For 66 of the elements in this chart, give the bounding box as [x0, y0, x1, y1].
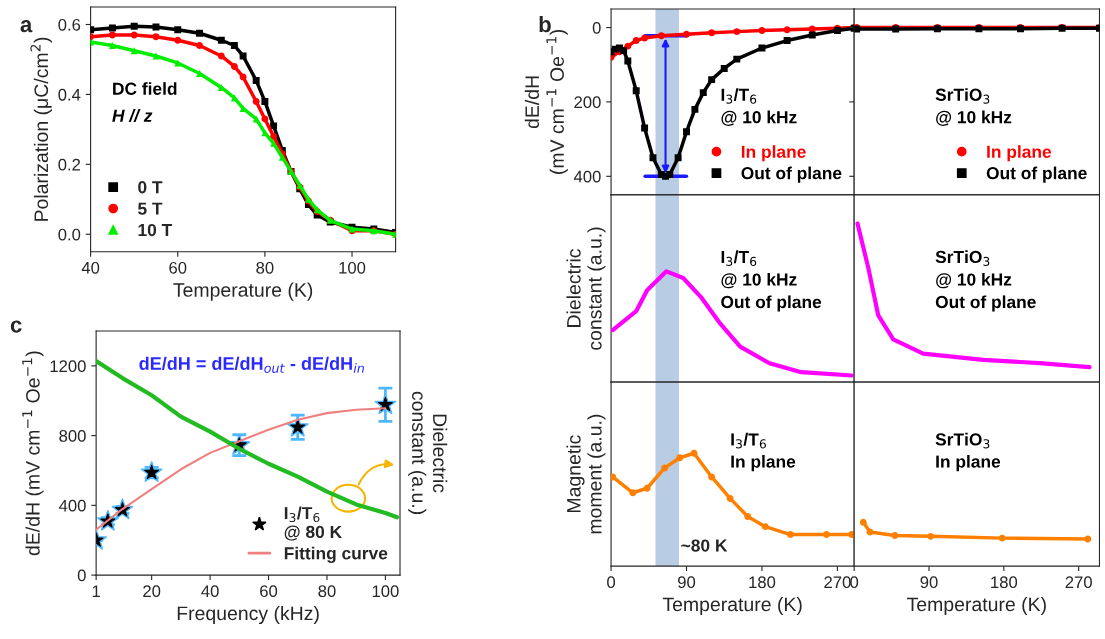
x-axis-title: Temperature (K) — [662, 596, 802, 616]
x-tick-label: 90 — [678, 576, 696, 589]
legend-label: Out of plane — [986, 166, 1087, 183]
legend-label: Out of plane — [741, 166, 842, 183]
x-tick-label: 100 — [372, 585, 399, 598]
y-tick-label: 200 — [574, 96, 601, 109]
y2-axis-title: Dielectric constant (a.u.) — [408, 391, 448, 514]
legend-label: 10 T — [138, 223, 173, 237]
annotation: DC field — [113, 82, 177, 95]
annotation: In plane — [731, 455, 796, 472]
annotation: dE/dH = dE/dH$_{out}$ - dE/dH$_{in}$ — [139, 356, 364, 373]
y-axis-title: Magnetic moment (a.u.) — [566, 414, 606, 534]
annotation: @ 10 kHz — [936, 110, 1012, 126]
text: c — [10, 320, 22, 333]
y-axis-title: dE/dH (mV cm$^{−1}$ Oe$^{−1}$) — [22, 351, 44, 556]
y-tick-label: 0 — [592, 21, 601, 34]
annotation: @ 10 kHz — [721, 110, 797, 126]
text: I$_{3}$/T$_{6}$ — [721, 250, 757, 266]
x-tick-label: 180 — [991, 576, 1018, 589]
y-tick-label: 0.4 — [58, 88, 81, 101]
x-tick-label: 180 — [749, 576, 776, 589]
x-tick-label: 40 — [81, 261, 100, 274]
y-tick-label: 400 — [573, 170, 601, 183]
x-tick-label: 90 — [920, 576, 938, 589]
legend-label: In plane — [987, 145, 1052, 162]
legend-label: In plane — [741, 145, 806, 162]
text: SrTiO$_{3}$ — [935, 432, 990, 449]
legend-label: Fitting curve — [284, 546, 388, 563]
annotation: Out of plane — [935, 295, 1036, 312]
text: I$_{3}$/T$_{6}$ — [731, 432, 766, 449]
text: a — [20, 20, 33, 33]
band-label: ~80 K — [681, 539, 728, 552]
x-axis-title: Temperature (K) — [907, 596, 1046, 616]
x-tick-label: 270 — [824, 576, 851, 589]
text: In plane — [936, 455, 1001, 472]
annotation: Out of plane — [721, 295, 822, 312]
legend-label: 5 T — [138, 202, 163, 215]
x-tick-label: 270 — [1065, 576, 1092, 589]
annotation: @ 10 kHz — [721, 272, 797, 289]
y-tick-label: 1200 — [50, 360, 86, 373]
y-tick-label: 0.6 — [58, 18, 81, 31]
y-tick-label: 0.0 — [58, 228, 81, 241]
y-tick-label: 400 — [58, 499, 86, 512]
x-tick-label: 0 — [850, 576, 859, 589]
x-tick-label: 100 — [339, 261, 366, 274]
y-tick-label: 0.2 — [58, 158, 81, 171]
y-tick-label: 800 — [59, 430, 86, 442]
x-tick-label: 40 — [201, 585, 219, 598]
legend-label: 0 T — [138, 181, 163, 194]
x-tick-label: 1 — [92, 585, 100, 597]
legend-label: I$_{3}$/T$_{6}$ @ 80 K — [284, 506, 342, 541]
y-axis-title: Polarization (μC/cm$^{2}$) — [30, 37, 52, 221]
x-tick-label: 20 — [143, 585, 161, 598]
x-axis-title: Frequency (kHz) — [177, 605, 319, 625]
x-tick-label: 80 — [256, 261, 274, 274]
annotation: I$_{3}$/T$_{6}$ — [721, 88, 757, 104]
y-axis-title: Dielectric constant (a.u.) — [566, 227, 606, 350]
annotation: H // z — [112, 109, 153, 122]
annotation: SrTiO$_{3}$ — [935, 88, 990, 104]
x-axis-title: Temperature (K) — [173, 282, 313, 301]
x-tick-label: 0 — [607, 576, 616, 589]
x-tick-label: 60 — [260, 585, 278, 598]
x-tick-label: 80 — [318, 585, 336, 598]
annotation: @ 10 kHz — [936, 272, 1012, 289]
annotation: SrTiO$_{3}$ — [935, 250, 990, 266]
x-tick-label: 60 — [169, 261, 187, 274]
